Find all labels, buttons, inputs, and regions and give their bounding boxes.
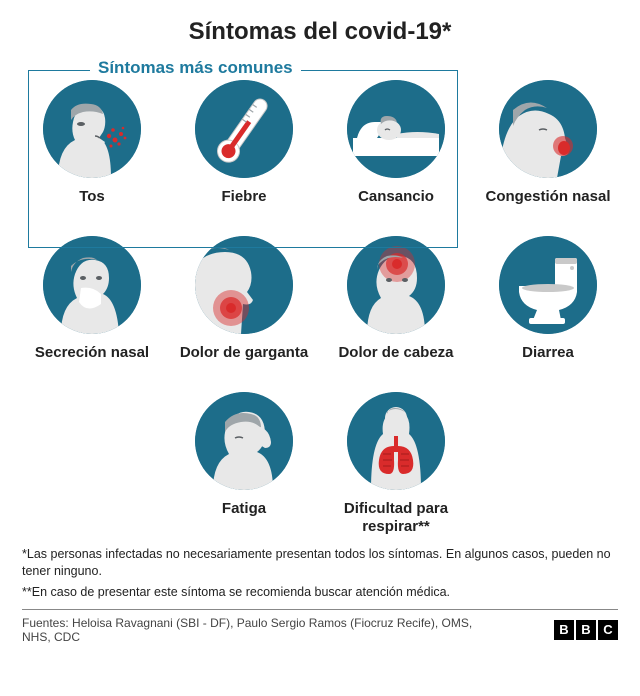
symptom-respirar: Dificultad para respirar** bbox=[326, 392, 466, 536]
sources-text: Fuentes: Heloisa Ravagnani (SBI - DF), P… bbox=[22, 616, 502, 644]
symptom-garganta: Dolor de garganta bbox=[174, 236, 314, 380]
symptom-congestion: Congestión nasal bbox=[478, 80, 618, 224]
headache-icon bbox=[347, 236, 445, 334]
symptom-label: Dolor de garganta bbox=[180, 344, 308, 380]
bbc-b2: B bbox=[576, 620, 596, 640]
bbc-b1: B bbox=[554, 620, 574, 640]
bbc-c: C bbox=[598, 620, 618, 640]
runny-nose-icon bbox=[43, 236, 141, 334]
symptom-cabeza: Dolor de cabeza bbox=[326, 236, 466, 380]
symptom-label: Secreción nasal bbox=[35, 344, 149, 380]
congestion-icon bbox=[499, 80, 597, 178]
toilet-icon bbox=[499, 236, 597, 334]
breathing-icon bbox=[347, 392, 445, 490]
page-title: Síntomas del covid-19* bbox=[22, 18, 618, 46]
common-symptoms-box bbox=[28, 70, 458, 248]
common-symptoms-label: Síntomas más comunes bbox=[90, 58, 301, 78]
symptom-label: Congestión nasal bbox=[485, 188, 610, 224]
footnotes: *Las personas infectadas no necesariamen… bbox=[22, 546, 618, 601]
sore-throat-icon bbox=[195, 236, 293, 334]
fatigue-icon bbox=[195, 392, 293, 490]
symptom-label: Diarrea bbox=[522, 344, 574, 380]
symptom-label: Fatiga bbox=[222, 500, 266, 536]
sources-bar: Fuentes: Heloisa Ravagnani (SBI - DF), P… bbox=[22, 609, 618, 644]
symptom-secrecion: Secreción nasal bbox=[22, 236, 162, 380]
footnote-2: **En caso de presentar este síntoma se r… bbox=[22, 584, 618, 601]
symptom-label: Dificultad para respirar** bbox=[326, 500, 466, 536]
bbc-logo: B B C bbox=[554, 620, 618, 640]
footnote-1: *Las personas infectadas no necesariamen… bbox=[22, 546, 618, 580]
symptom-fatiga: Fatiga bbox=[174, 392, 314, 536]
symptom-label: Dolor de cabeza bbox=[338, 344, 453, 380]
symptom-diarrea: Diarrea bbox=[478, 236, 618, 380]
